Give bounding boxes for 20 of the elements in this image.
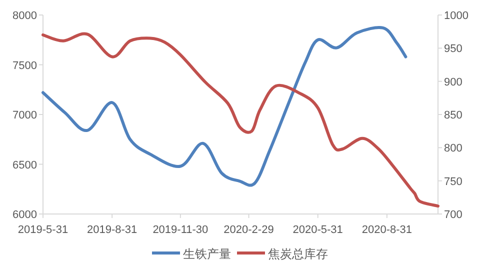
legend-label: 生铁产量	[183, 247, 231, 261]
y2-tick-label: 850	[444, 110, 462, 122]
x-tick-label: 2019-11-30	[152, 224, 208, 236]
y-tick-label: 6500	[12, 159, 37, 172]
y2-tick-label: 800	[444, 142, 462, 155]
x-tick-label: 2020-8-31	[362, 224, 412, 236]
y2-tick-label: 700	[444, 209, 462, 221]
y-tick-label: 8000	[12, 10, 37, 22]
y-tick-label: 7500	[12, 60, 37, 72]
legend-label: 焦炭总库存	[268, 247, 328, 261]
x-tick-label: 2020-5-31	[292, 224, 343, 236]
y-tick-label: 7000	[12, 110, 37, 122]
x-tick-label: 2019-5-31	[18, 224, 68, 236]
y2-tick-label: 750	[444, 176, 462, 188]
y-tick-label: 6000	[12, 209, 37, 221]
x-tick-label: 2019-8-31	[87, 224, 138, 236]
y2-tick-label: 900	[444, 76, 462, 88]
y2-tick-label: 950	[444, 43, 462, 56]
y2-tick-label: 1000	[444, 10, 468, 22]
x-tick-label: 2020-2-29	[224, 224, 274, 236]
